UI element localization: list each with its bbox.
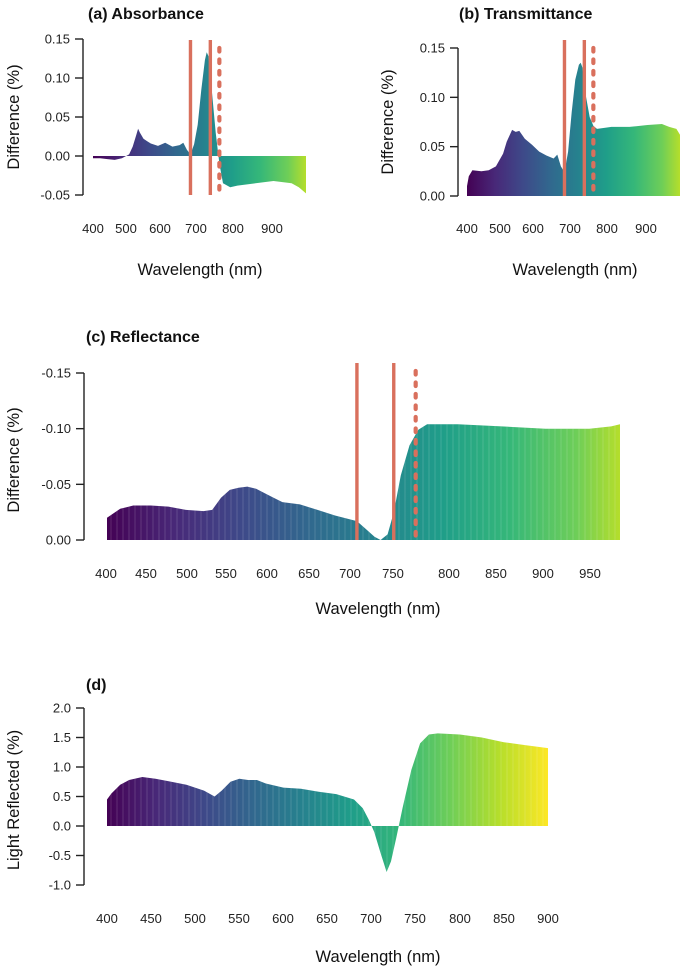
panel-d-x-tick-label: 500 [184, 911, 206, 926]
panel-c-vlines [355, 363, 418, 543]
panel-c-x-tick-label: 400 [95, 566, 117, 581]
panel-d-x-tick-label: 550 [228, 911, 250, 926]
panel-d-y-tick-label: 0.0 [53, 819, 71, 834]
panel-b-title: (b) Transmittance [459, 6, 592, 23]
panel-c-x-ticks: 400 450 500 550 600 650 700 750 800 850 900 950 [95, 566, 601, 581]
panel-d-x-tick-label: 600 [272, 911, 294, 926]
panel-a-area [93, 52, 306, 194]
panel-b-x-tick-label: 600 [522, 221, 544, 236]
panel-c: (c) Reflectance 0.00-0.05-0.10-0.15 400 4… [5, 329, 620, 618]
panel-d-y-tick-label: -1.0 [49, 878, 71, 893]
panel-a-vlines [188, 40, 222, 198]
panel-a-x-tick-label: 800 [222, 221, 244, 236]
panel-d-y-tick-label: 2.0 [53, 701, 71, 716]
panel-c-x-tick-label: 500 [176, 566, 198, 581]
panel-b: (b) Transmittance 0.00 0.05 0.10 0.15 400 50… [379, 6, 680, 279]
panel-c-x-tick-label: 700 [339, 566, 361, 581]
panel-c-x-tick-label: 550 [215, 566, 237, 581]
panel-d-y-tick-label: 0.5 [53, 789, 71, 804]
panel-a-y-tick-label: 0.15 [45, 32, 70, 47]
panel-c-area-layer [107, 424, 620, 540]
panel-a-x-label: Wavelength (nm) [137, 261, 262, 279]
panel-b-x-ticks: 400 500 600 700 800 900 [456, 221, 657, 236]
panel-b-y-label: Difference (%) [379, 69, 397, 174]
panel-c-y-label: Difference (%) [5, 407, 23, 512]
panel-d-x-tick-label: 750 [404, 911, 426, 926]
panel-a-y-tick-label: -0.05 [40, 188, 70, 203]
panel-a-x-tick-label: 900 [261, 221, 283, 236]
panel-b-vlines [562, 40, 596, 199]
panel-d-area [107, 733, 548, 872]
panel-b-x-tick-label: 500 [489, 221, 511, 236]
panel-a: (a) Absorbance -0.05 0.00 0.05 0.10 0.15 400… [5, 6, 306, 279]
panel-b-x-tick-label: 400 [456, 221, 478, 236]
panel-d-x-tick-label: 650 [316, 911, 338, 926]
panel-d-x-label: Wavelength (nm) [315, 948, 440, 966]
panel-c-y-axis: 0.00 -0.05 -0.10 -0.15 [41, 366, 85, 548]
panel-c-x-tick-label: 950 [579, 566, 601, 581]
panel-c-x-label: Wavelength (nm) [315, 600, 440, 618]
panel-c-y-tick-label: -0.15 [41, 366, 71, 381]
panel-a-x-ticks: 400 500 600 700 800 900 [82, 221, 283, 236]
panel-d-x-ticks: 400 450 500 550 600 650 700 750 800 850 900 [96, 911, 559, 926]
panel-a-x-tick-label: 400 [82, 221, 104, 236]
panel-b-y-tick-label: 0.15 [420, 41, 445, 56]
panel-b-y-tick-label: 0.05 [420, 139, 445, 154]
panel-b-x-tick-label: 900 [635, 221, 657, 236]
panel-c-y-tick-label: 0.00 [46, 533, 71, 548]
panel-b-y-axis: 0.00 0.05 0.10 0.15 [420, 41, 459, 204]
panel-c-x-tick-label: 900 [532, 566, 554, 581]
panel-d-y-tick-label: -0.5 [49, 848, 71, 863]
panel-a-area-layer [93, 52, 306, 194]
panel-d: (d) -1.0 -0.5 0.0 0.5 1.0 1.5 2.0 400 450 500 550… [5, 677, 559, 966]
panel-d-y-label: Light Reflected (%) [5, 730, 23, 870]
panel-c-x-tick-label: 850 [485, 566, 507, 581]
panel-c-y-tick-label: -0.05 [41, 477, 71, 492]
panel-d-area-layer [107, 733, 548, 872]
panel-d-x-tick-label: 900 [537, 911, 559, 926]
panel-b-area [467, 62, 680, 196]
panel-c-area [107, 424, 620, 540]
panel-c-title: (c) Reflectance [86, 329, 200, 346]
panel-b-area-layer [467, 62, 680, 196]
panel-b-x-tick-label: 800 [596, 221, 618, 236]
panel-a-x-tick-label: 600 [149, 221, 171, 236]
panel-a-y-tick-label: 0.05 [45, 110, 70, 125]
panel-a-y-label: Difference (%) [5, 64, 23, 169]
panel-d-y-tick-label: 1.5 [53, 730, 71, 745]
panel-d-x-tick-label: 700 [360, 911, 382, 926]
panel-a-y-tick-label: 0.00 [45, 149, 70, 164]
panel-b-x-label: Wavelength (nm) [512, 261, 637, 279]
panel-c-x-tick-label: 450 [135, 566, 157, 581]
panel-a-x-tick-label: 700 [185, 221, 207, 236]
panel-b-y-tick-label: 0.00 [420, 189, 445, 204]
panel-a-y-tick-label: 0.10 [45, 71, 70, 86]
panel-a-y-axis: -0.05 0.00 0.05 0.10 0.15 [40, 32, 84, 203]
panel-a-x-tick-label: 500 [115, 221, 137, 236]
panel-b-y-tick-label: 0.10 [420, 90, 445, 105]
panel-a-title: (a) Absorbance [88, 6, 204, 23]
panel-c-y-tick-label: -0.10 [41, 421, 71, 436]
panel-c-x-tick-label: 650 [298, 566, 320, 581]
panel-d-x-tick-label: 450 [140, 911, 162, 926]
panel-d-y-axis: -1.0 -0.5 0.0 0.5 1.0 1.5 2.0 [49, 701, 85, 893]
panel-b-x-tick-label: 700 [559, 221, 581, 236]
panel-d-x-tick-label: 800 [449, 911, 471, 926]
panel-d-y-tick-label: 1.0 [53, 760, 71, 775]
panel-c-x-tick-label: 600 [256, 566, 278, 581]
panel-d-x-tick-label: 850 [493, 911, 515, 926]
panel-d-title: (d) [86, 677, 106, 694]
panel-d-x-tick-label: 400 [96, 911, 118, 926]
panel-c-x-tick-label: 750 [382, 566, 404, 581]
panel-c-x-tick-label: 800 [438, 566, 460, 581]
